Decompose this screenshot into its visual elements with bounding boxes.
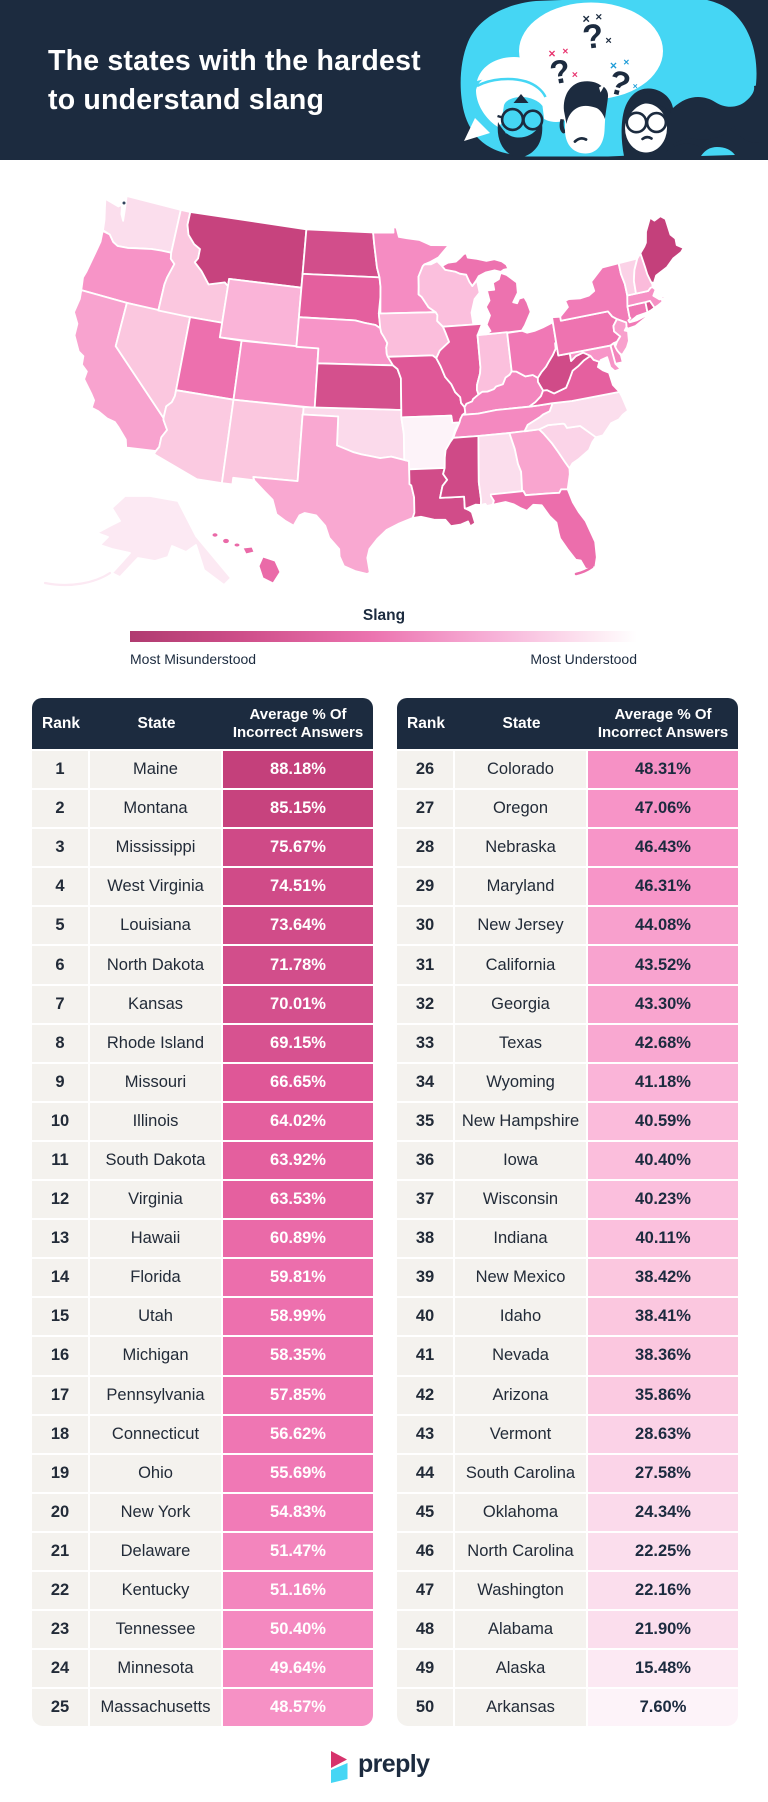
svg-text:?: ?	[580, 17, 605, 57]
svg-text:✕: ✕	[562, 47, 569, 56]
svg-text:✕: ✕	[605, 36, 612, 46]
svg-text:✕: ✕	[595, 12, 603, 22]
svg-text:✕: ✕	[623, 58, 630, 67]
svg-text:✕: ✕	[610, 61, 618, 72]
svg-text:✕: ✕	[582, 15, 590, 26]
svg-text:✕: ✕	[548, 49, 556, 60]
svg-text:✕: ✕	[633, 84, 639, 91]
svg-text:preply: preply	[358, 1750, 430, 1778]
svg-text:✕: ✕	[572, 71, 579, 80]
